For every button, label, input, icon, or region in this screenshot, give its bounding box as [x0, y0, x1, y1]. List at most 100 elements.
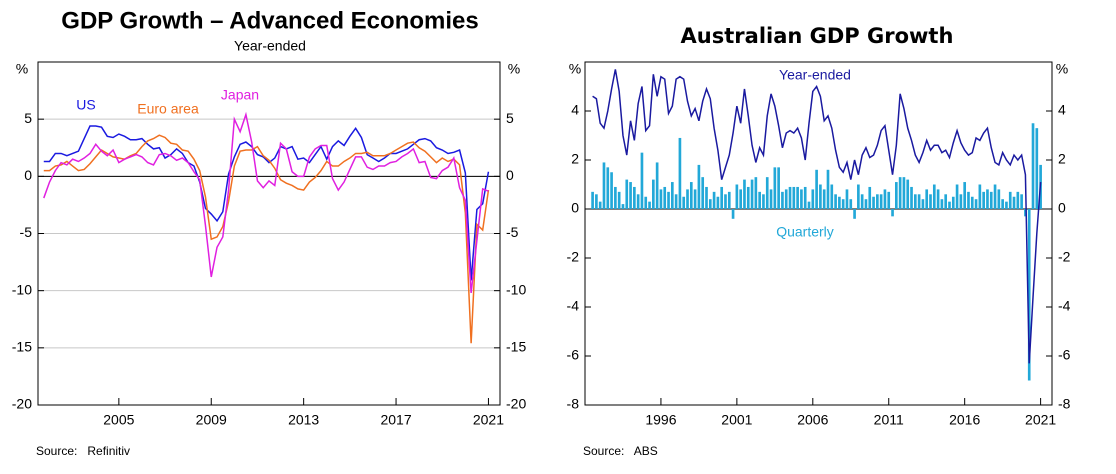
bar: [906, 179, 910, 209]
bar: [769, 189, 773, 209]
bar: [796, 186, 799, 209]
x-tick-label: 2017: [380, 412, 411, 428]
bar: [701, 177, 705, 209]
y-tick-label: 4: [1058, 102, 1066, 118]
bar: [948, 201, 951, 209]
bar: [803, 186, 807, 209]
bar: [860, 194, 864, 209]
bar: [784, 189, 788, 209]
x-tick-label: 2021: [473, 412, 504, 428]
y-tick-label: 0: [571, 200, 579, 216]
y-tick-label: -15: [506, 339, 526, 355]
bar: [849, 199, 853, 209]
bar: [997, 189, 1001, 209]
y-tick-label: 0: [24, 167, 32, 183]
bar: [762, 194, 765, 209]
bar: [883, 189, 887, 209]
bar: [970, 196, 974, 209]
y-tick-label: 0: [506, 167, 514, 183]
chart-title: Australian GDP Growth: [681, 24, 954, 48]
bar: [682, 196, 686, 209]
x-tick-label: 1996: [645, 412, 676, 428]
x-tick-label: 2001: [721, 412, 752, 428]
bar: [925, 189, 929, 209]
source: Source: ABS: [583, 444, 658, 458]
y-tick-label: -8: [567, 396, 580, 412]
bar: [887, 191, 891, 209]
bar: [830, 184, 834, 209]
bar: [743, 179, 746, 209]
bar: [822, 189, 826, 209]
y-tick-label: 4: [571, 102, 579, 118]
bar: [731, 209, 735, 219]
y-unit: %: [508, 61, 520, 77]
bar: [617, 191, 621, 209]
bar: [655, 162, 659, 209]
bar: [689, 182, 693, 209]
bar: [720, 186, 724, 209]
x-tick-label: 2013: [288, 412, 319, 428]
bar: [834, 194, 837, 209]
bar: [898, 177, 902, 209]
y-tick-label: -6: [1058, 347, 1071, 363]
bar: [777, 167, 780, 209]
bar: [1020, 194, 1023, 209]
bar: [708, 199, 712, 209]
bar: [1035, 128, 1039, 209]
bar: [1016, 191, 1020, 209]
bar: [951, 196, 955, 209]
bar: [910, 186, 913, 209]
bar: [758, 191, 761, 209]
bar: [712, 191, 716, 209]
bar: [750, 179, 754, 209]
bar: [993, 184, 997, 209]
bar: [876, 194, 879, 209]
bar: [648, 201, 651, 209]
bar: [989, 191, 993, 209]
bar: [929, 194, 932, 209]
bar: [936, 189, 940, 209]
bar: [595, 194, 598, 209]
bar: [921, 199, 925, 209]
y-tick-label: 5: [506, 110, 514, 126]
bar: [697, 164, 701, 209]
y-tick-label: -8: [1058, 396, 1071, 412]
bar: [629, 182, 632, 209]
bar: [686, 189, 689, 209]
y-tick-label: -4: [567, 298, 580, 314]
bar: [606, 167, 610, 209]
y-tick-label: 0: [1058, 200, 1066, 216]
bar: [633, 186, 636, 209]
bar: [693, 189, 697, 209]
y-tick-label: -10: [12, 281, 32, 297]
bar: [955, 184, 959, 209]
bar: [739, 189, 742, 209]
bar: [902, 177, 906, 209]
series-label: US: [76, 97, 95, 113]
line: [592, 69, 1042, 364]
bar: [773, 167, 777, 209]
series-label: Japan: [221, 87, 259, 103]
bar: [625, 179, 629, 209]
bar: [944, 194, 948, 209]
bar: [1024, 209, 1027, 217]
bar: [932, 184, 936, 209]
bar: [815, 169, 818, 209]
bar: [982, 191, 985, 209]
bar: [705, 186, 708, 209]
bar: [667, 191, 670, 209]
bar: [872, 196, 875, 209]
bar: [841, 199, 845, 209]
bar: [659, 189, 663, 209]
y-tick-label: 2: [1058, 151, 1066, 167]
line: [43, 111, 489, 294]
bar: [610, 172, 613, 209]
y-tick-label: -15: [12, 339, 32, 355]
bar: [963, 182, 967, 209]
bar: [716, 196, 720, 209]
y-tick-label: -5: [20, 224, 33, 240]
bar: [819, 184, 822, 209]
x-tick-label: 2009: [196, 412, 227, 428]
bar: [959, 194, 963, 209]
